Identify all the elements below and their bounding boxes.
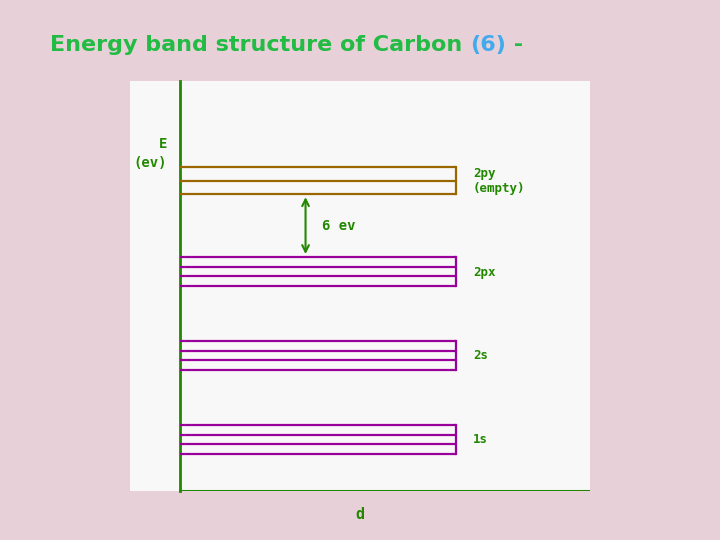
Text: -: -: [506, 35, 523, 55]
Text: 2py
(empty): 2py (empty): [473, 167, 526, 194]
Text: 6 ev: 6 ev: [323, 219, 356, 233]
Text: 1s: 1s: [473, 433, 488, 446]
Text: E: E: [159, 137, 167, 151]
Text: 2s: 2s: [473, 349, 488, 362]
Text: d: d: [356, 508, 364, 522]
Text: Energy band structure of Carbon: Energy band structure of Carbon: [50, 35, 470, 55]
Text: (6): (6): [470, 35, 506, 55]
Text: (ev): (ev): [134, 156, 167, 170]
Text: 2px: 2px: [473, 266, 495, 279]
